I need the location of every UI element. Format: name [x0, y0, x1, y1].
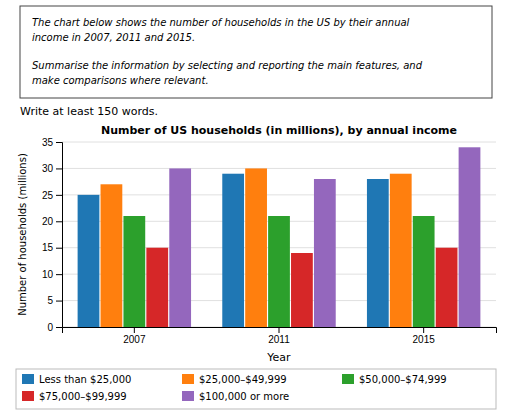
- y-tick-label: 25: [42, 190, 54, 201]
- y-tick: 25: [42, 190, 62, 201]
- bar: [169, 168, 191, 327]
- bar: [245, 168, 267, 327]
- bar: [314, 179, 336, 327]
- legend-item: $50,000–$74,999: [342, 374, 447, 385]
- grid: [62, 142, 496, 327]
- prompt-text: The chart below shows the number of hous…: [32, 17, 410, 28]
- x-tick: 2007: [123, 327, 146, 345]
- legend-swatch: [22, 391, 34, 401]
- bars: [78, 147, 481, 327]
- title: Number of US households (in millions), b…: [101, 124, 457, 137]
- y-tick-label: 5: [47, 295, 53, 306]
- instruction-text: Write at least 150 words.: [20, 105, 158, 118]
- x-axis-title: Year: [266, 351, 291, 364]
- grid-line: [62, 194, 496, 195]
- x-tick: 2015: [413, 327, 436, 345]
- y-tick: 35: [42, 137, 62, 148]
- y-tick: 0: [47, 322, 62, 333]
- y-tick: 30: [42, 163, 62, 174]
- y-tick-mark: [56, 301, 62, 302]
- x-axis-line: [63, 328, 497, 334]
- y-tick: 5: [47, 295, 62, 306]
- y-tick-mark: [56, 221, 62, 222]
- y-tick-label: 35: [42, 137, 54, 148]
- y-tick-label: 15: [42, 242, 54, 253]
- bar: [123, 216, 145, 327]
- legend-label: $100,000 or more: [199, 391, 289, 402]
- legend-frame: [16, 369, 496, 409]
- y-tick: 20: [42, 216, 62, 227]
- y-tick-mark: [56, 274, 62, 275]
- x-tick-mark: [134, 327, 135, 333]
- legend-label: $50,000–$74,999: [359, 374, 447, 385]
- chart: The chart below shows the number of hous…: [0, 0, 512, 419]
- x-tick-label: 2011: [268, 334, 290, 345]
- legend-label: $25,000–$49,999: [199, 374, 287, 385]
- y-tick-label: 0: [47, 322, 53, 333]
- y-tick-mark: [56, 248, 62, 249]
- bar: [413, 216, 435, 327]
- y-axis: 0 5 10 15 20 25 30 35: [42, 137, 63, 333]
- x-tick-mark: [279, 327, 280, 333]
- y-tick: 10: [42, 269, 62, 280]
- y-tick-mark: [56, 142, 62, 143]
- x-tick-label: 2007: [123, 334, 146, 345]
- bar: [459, 147, 481, 327]
- bar: [367, 179, 389, 327]
- bar: [101, 184, 123, 327]
- grid-line: [62, 142, 496, 143]
- bar: [222, 174, 244, 327]
- bar: [436, 248, 458, 327]
- legend-swatch: [182, 374, 194, 384]
- y-tick-mark: [56, 327, 62, 328]
- legend-item: $100,000 or more: [182, 391, 289, 402]
- legend-swatch: [342, 374, 354, 384]
- y-tick: 15: [42, 242, 62, 253]
- legend-item: $75,000–$99,999: [22, 391, 127, 402]
- prompt-text: income in 2007, 2011 and 2015.: [32, 32, 195, 43]
- x-axis: 2007 2011 2015: [63, 327, 497, 345]
- legend-swatch: [182, 391, 194, 401]
- legend-item: $25,000–$49,999: [182, 374, 287, 385]
- x-tick: 2011: [268, 327, 290, 345]
- y-tick-label: 30: [42, 163, 54, 174]
- bar: [146, 248, 168, 327]
- legend-swatch: [22, 374, 34, 384]
- legend: Less than $25,000 $25,000–$49,999 $50,000–…: [16, 369, 496, 409]
- bar: [390, 174, 412, 327]
- x-tick-label: 2015: [413, 334, 436, 345]
- y-axis-title: Number of households (millions): [17, 153, 28, 316]
- y-tick-label: 10: [42, 269, 54, 280]
- legend-item: Less than $25,000: [22, 374, 131, 385]
- bar: [78, 195, 100, 327]
- text-box: [20, 6, 492, 98]
- legend-label: Less than $25,000: [39, 374, 131, 385]
- y-axis-line: [56, 143, 63, 328]
- prompt-text: make comparisons where relevant.: [32, 75, 209, 86]
- bar: [291, 253, 313, 327]
- y-tick-mark: [56, 168, 62, 169]
- grid-line: [62, 168, 496, 169]
- x-tick-mark: [423, 327, 424, 333]
- y-tick-mark: [56, 195, 62, 196]
- bar: [268, 216, 290, 327]
- legend-label: $75,000–$99,999: [39, 391, 127, 402]
- y-tick-label: 20: [42, 216, 54, 227]
- prompt-text: Summarise the information by selecting a…: [32, 60, 423, 71]
